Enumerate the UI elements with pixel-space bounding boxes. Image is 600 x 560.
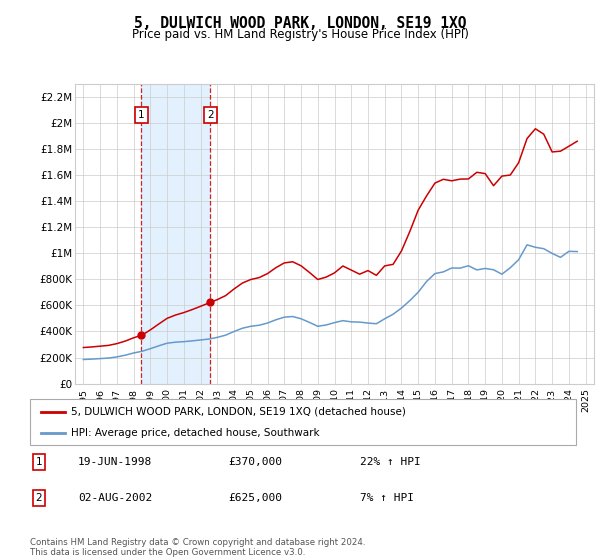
Text: £625,000: £625,000 — [228, 493, 282, 503]
Text: 1: 1 — [138, 110, 145, 120]
Text: 02-AUG-2002: 02-AUG-2002 — [78, 493, 152, 503]
Text: 5, DULWICH WOOD PARK, LONDON, SE19 1XQ: 5, DULWICH WOOD PARK, LONDON, SE19 1XQ — [134, 16, 466, 31]
Text: 2: 2 — [35, 493, 43, 503]
Text: Contains HM Land Registry data © Crown copyright and database right 2024.
This d: Contains HM Land Registry data © Crown c… — [30, 538, 365, 557]
Text: 5, DULWICH WOOD PARK, LONDON, SE19 1XQ (detached house): 5, DULWICH WOOD PARK, LONDON, SE19 1XQ (… — [71, 407, 406, 417]
Text: 2: 2 — [207, 110, 214, 120]
Text: Price paid vs. HM Land Registry's House Price Index (HPI): Price paid vs. HM Land Registry's House … — [131, 28, 469, 41]
Text: 19-JUN-1998: 19-JUN-1998 — [78, 457, 152, 467]
Bar — [142, 84, 210, 384]
Text: 1: 1 — [35, 457, 43, 467]
Text: 22% ↑ HPI: 22% ↑ HPI — [360, 457, 421, 467]
Text: £370,000: £370,000 — [228, 457, 282, 467]
Text: HPI: Average price, detached house, Southwark: HPI: Average price, detached house, Sout… — [71, 428, 320, 438]
Text: 7% ↑ HPI: 7% ↑ HPI — [360, 493, 414, 503]
